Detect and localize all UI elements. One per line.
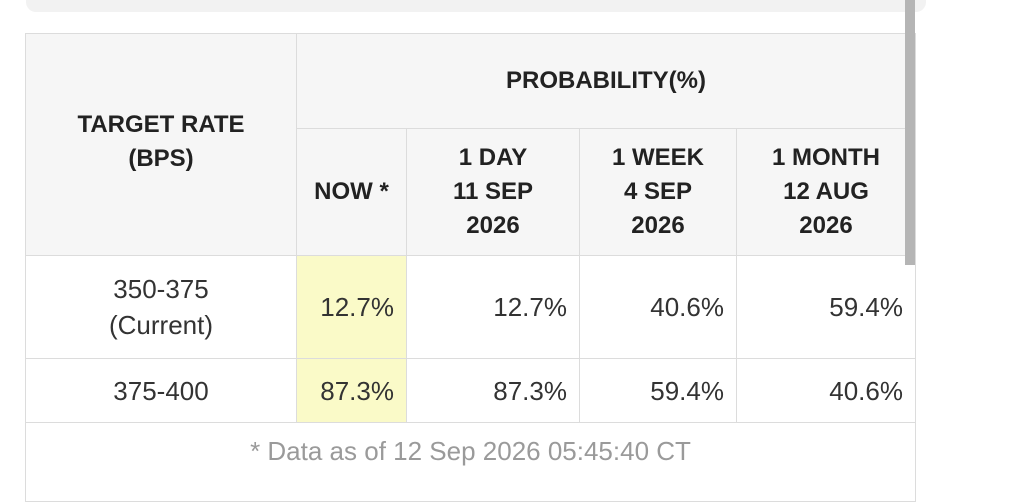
header-text: 2026 xyxy=(799,212,853,239)
header-text: 4 SEP xyxy=(623,178,693,205)
header-text: 2026 xyxy=(466,212,520,239)
probability-cell: 40.6% xyxy=(736,358,916,423)
cell-text: 40.6% xyxy=(829,375,903,406)
top-bar xyxy=(26,0,926,12)
cell-text: 87.3% xyxy=(493,375,567,406)
header-text: 2026 xyxy=(631,212,685,239)
cell-text: 40.6% xyxy=(650,292,724,322)
column-header: 1 MONTH 12 AUG 2026 xyxy=(736,128,916,256)
header-text: 1 WEEK xyxy=(611,144,704,171)
header-text: (BPS) xyxy=(128,145,194,172)
probability-cell: 87.3% xyxy=(296,358,407,423)
header-text: TARGET RATE xyxy=(77,111,245,138)
probability-cell: 12.7% xyxy=(406,255,580,359)
target-rate: 375-400 xyxy=(25,358,297,423)
cell-text: 12.7% xyxy=(320,292,394,322)
scrollbar[interactable] xyxy=(905,0,915,265)
target-rate: 350-375 (Current) xyxy=(25,255,297,359)
header-text: 11 SEP xyxy=(452,178,534,205)
page: TARGET RATE (BPS) PROBABILITY(%) NOW * 1 DAY… xyxy=(25,0,926,502)
cell-text: (Current) xyxy=(108,310,213,340)
header-text: PROBABILITY(%) xyxy=(506,67,706,94)
probability-cell: 59.4% xyxy=(736,255,916,359)
column-header: NOW * xyxy=(296,128,407,256)
row-header: TARGET RATE (BPS) xyxy=(25,33,297,256)
cell-text: 12.7% xyxy=(493,292,567,322)
cell-text: 87.3% xyxy=(320,375,394,406)
column-header: 1 WEEK 4 SEP 2026 xyxy=(579,128,737,256)
probability-cell: 12.7% xyxy=(296,255,407,359)
cell-text: 375-400 xyxy=(113,375,209,406)
group-header: PROBABILITY(%) xyxy=(296,33,916,129)
column-header: 1 DAY 11 SEP 2026 xyxy=(406,128,580,256)
header-text: 12 AUG xyxy=(783,178,869,205)
header-text: NOW * xyxy=(314,178,389,205)
cell-text: 59.4% xyxy=(650,375,724,406)
header-text: 1 MONTH xyxy=(772,144,880,171)
cell-text: 350-375 xyxy=(113,274,209,304)
cell-text: 59.4% xyxy=(829,292,903,322)
probability-cell: 40.6% xyxy=(579,255,737,359)
probability-cell: 59.4% xyxy=(579,358,737,423)
footer: * Data as of 12 Sep 2026 05:45:40 CT xyxy=(25,422,916,502)
probability-cell: 87.3% xyxy=(406,358,580,423)
header-text: 1 DAY xyxy=(458,144,528,171)
footer-text: * Data as of 12 Sep 2026 05:45:40 CT xyxy=(250,436,691,466)
